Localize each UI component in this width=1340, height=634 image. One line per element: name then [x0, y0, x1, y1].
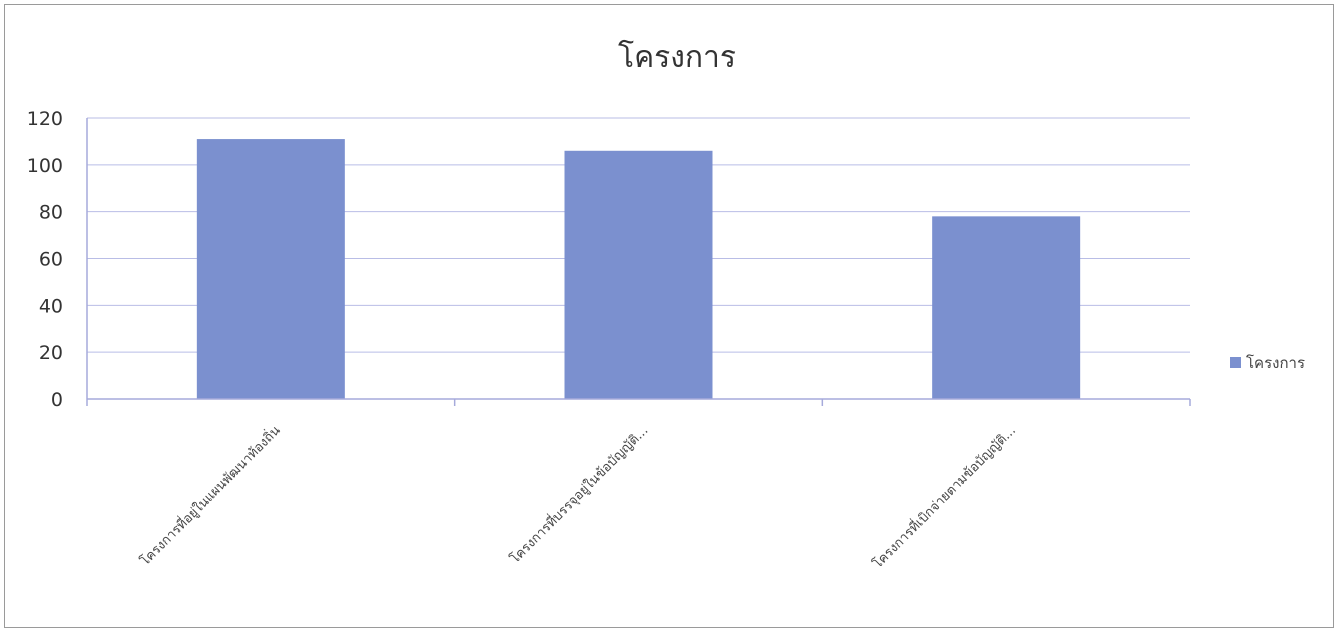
legend-swatch	[1230, 357, 1241, 368]
bar-chart: โครงการ 0 20 40 60 80 100 120 โครงการที่อยู่ใน…	[27, 39, 1305, 572]
y-tick-label: 60	[39, 249, 63, 271]
y-tick-label: 40	[39, 295, 63, 317]
chart-frame: โครงการ 0 20 40 60 80 100 120 โครงการที่อยู่ใน…	[4, 4, 1334, 628]
y-tick-label: 80	[39, 202, 63, 224]
y-tick-label: 120	[27, 108, 63, 130]
y-tick-label: 0	[51, 389, 63, 411]
bars	[196, 139, 1081, 399]
y-tick-label: 100	[27, 155, 63, 177]
x-tick-label: โครงการที่เบิกจ่ายตามข้อบัญญัติ...	[869, 422, 1019, 572]
legend-label: โครงการ	[1246, 354, 1305, 372]
axes	[86, 118, 1191, 406]
bar	[564, 150, 713, 399]
chart-title: โครงการ	[618, 39, 736, 75]
y-tick-label: 20	[39, 342, 63, 364]
legend: โครงการ	[1230, 354, 1305, 372]
bar	[932, 216, 1081, 399]
x-tick-labels: โครงการที่อยู่ในแผนพัฒนาท้องถิ่น โครงการท…	[136, 422, 1019, 572]
bar	[196, 139, 345, 399]
y-tick-labels: 0 20 40 60 80 100 120	[27, 108, 63, 411]
x-tick-label: โครงการที่บรรจุอยู่ในข้อบัญญัติ...	[506, 422, 651, 567]
x-tick-label: โครงการที่อยู่ในแผนพัฒนาท้องถิ่น	[136, 422, 283, 569]
